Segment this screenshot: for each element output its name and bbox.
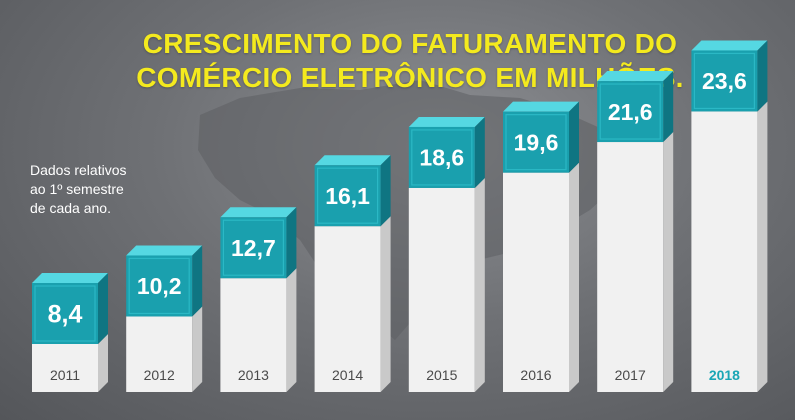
- cube-top: [32, 273, 108, 283]
- cube-top: [503, 101, 579, 112]
- note-line-3: de cada ano.: [30, 200, 111, 216]
- cube-side: [98, 273, 108, 344]
- cube-side: [474, 116, 485, 188]
- bar-2018: 23,6 2018: [691, 40, 768, 392]
- cube-top: [597, 71, 674, 82]
- cube-bevel: [34, 285, 96, 342]
- bar-body: [691, 111, 758, 392]
- bar-value-label: 8,4: [48, 301, 83, 329]
- bar-year-label: 2017: [615, 367, 646, 383]
- bar-body-side: [286, 268, 297, 392]
- cube-top: [126, 245, 203, 256]
- bar-body: [597, 142, 664, 392]
- bar-body-side: [663, 132, 674, 393]
- bar-value-label: 21,6: [608, 99, 653, 125]
- cube-side: [663, 71, 674, 143]
- bar-value-label: 19,6: [514, 129, 559, 155]
- bar-year-label: 2011: [50, 367, 80, 383]
- cube-side: [757, 40, 768, 112]
- bar-value-label: 12,7: [231, 235, 276, 261]
- bar-body-side: [98, 334, 108, 392]
- bar-2016: 19,6 2016: [503, 101, 579, 392]
- bar-body-side: [757, 101, 768, 392]
- bar-body: [408, 187, 475, 392]
- cube-front: [314, 165, 381, 227]
- bar-body: [503, 172, 569, 392]
- bar-value-label: 16,1: [325, 183, 370, 209]
- bar-2017: 21,6 2017: [597, 71, 674, 393]
- bar-body-side: [569, 162, 579, 392]
- cube-side: [286, 207, 297, 279]
- cube-front: [503, 111, 569, 173]
- cube-front: [408, 126, 475, 188]
- cube-front: [220, 217, 287, 279]
- cube-bevel: [505, 114, 567, 171]
- cube-bevel: [693, 52, 756, 110]
- bar-2011: 8,4 2011: [32, 273, 108, 392]
- cube-bevel: [317, 167, 379, 224]
- note-line-1: Dados relativos: [30, 162, 127, 178]
- cube-top: [691, 40, 768, 51]
- title-line-1: CRESCIMENTO DO FATURAMENTO DO: [142, 28, 678, 59]
- cube-side: [380, 155, 391, 227]
- bar-year-label: 2014: [332, 367, 363, 383]
- cube-bevel: [128, 257, 190, 315]
- bar-year-label: 2012: [144, 367, 175, 383]
- cube-top: [314, 155, 391, 166]
- cube-front: [32, 283, 98, 344]
- cube-bevel: [599, 83, 661, 140]
- bar-year-label: 2016: [520, 367, 551, 383]
- bar-body-side: [192, 306, 203, 392]
- bar-body-side: [474, 177, 485, 392]
- bar-year-label: 2018: [709, 367, 740, 383]
- cube-top: [220, 207, 297, 218]
- cube-side: [192, 245, 203, 317]
- bar-2013: 12,7 2013: [220, 207, 297, 392]
- bar-2014: 16,1 2014: [314, 155, 391, 392]
- bar-body-side: [380, 216, 391, 392]
- bar-value-label: 18,6: [419, 145, 464, 171]
- cube-bevel: [222, 219, 284, 276]
- bar-body: [32, 344, 98, 392]
- note-line-2: ao 1º semestre: [30, 181, 124, 197]
- bar-year-label: 2015: [426, 367, 457, 383]
- cube-side: [569, 101, 579, 173]
- chart-title: CRESCIMENTO DO FATURAMENTO DO COMÉRCIO E…: [60, 27, 760, 95]
- bar-value-label: 10,2: [137, 273, 182, 299]
- bar-value-label: 23,6: [702, 68, 747, 94]
- bar-body: [126, 316, 193, 392]
- bar-body: [220, 278, 287, 392]
- cube-front: [126, 255, 193, 317]
- cube-bevel: [411, 129, 473, 186]
- cube-front: [597, 81, 664, 143]
- bar-year-label: 2013: [238, 367, 269, 383]
- bar-2012: 10,2 2012: [126, 245, 203, 392]
- cube-top: [408, 116, 485, 127]
- data-note: Dados relativos ao 1º semestre de cada a…: [30, 161, 150, 218]
- bar-body: [314, 226, 381, 392]
- title-line-2: COMÉRCIO ELETRÔNICO EM MILHÕES.: [136, 62, 684, 93]
- cube-front: [691, 50, 758, 112]
- bar-2015: 18,6 2015: [408, 116, 485, 392]
